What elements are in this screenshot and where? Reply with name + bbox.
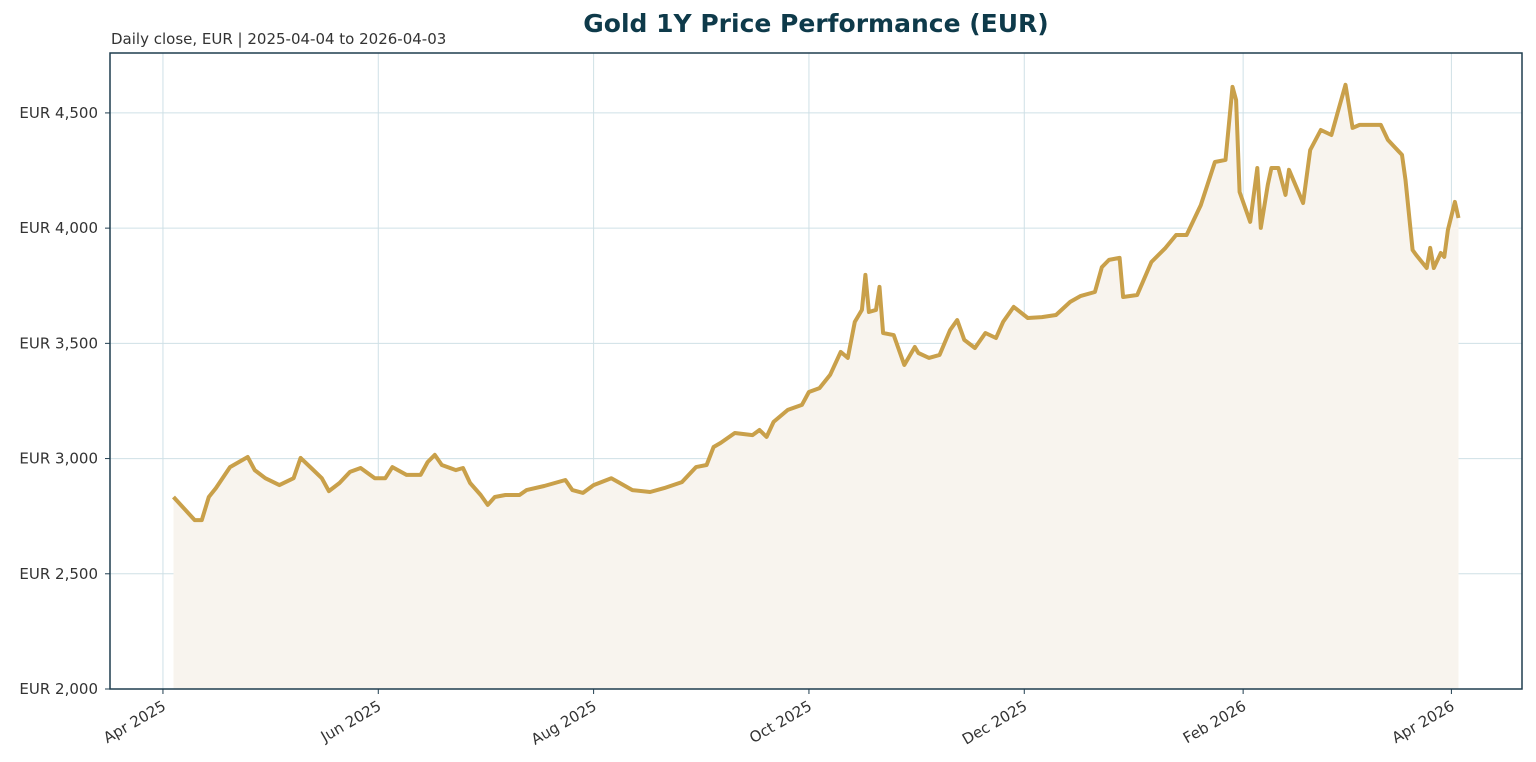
x-tick-label: Feb 2026 (1180, 697, 1249, 747)
x-tick-label: Jun 2025 (317, 697, 384, 746)
y-tick-label: EUR 3,000 (19, 450, 98, 468)
x-tick-label: Apr 2026 (1389, 697, 1458, 747)
x-tick-label: Oct 2025 (746, 697, 815, 747)
price-line (172, 82, 1461, 523)
x-tick-label: Aug 2025 (528, 697, 600, 749)
y-tick-label: EUR 4,500 (19, 104, 98, 122)
x-tick-label: Dec 2025 (959, 697, 1030, 749)
y-tick-label: EUR 2,000 (19, 680, 98, 698)
plot-frame (109, 52, 1523, 690)
y-tick-label: EUR 3,500 (19, 334, 98, 352)
chart-title: Gold 1Y Price Performance (EUR) (583, 9, 1048, 38)
area-fill (173, 84, 1459, 690)
y-tick-label: EUR 2,500 (19, 565, 98, 583)
y-tick-label: EUR 4,000 (19, 219, 98, 237)
chart-subtitle: Daily close, EUR | 2025-04-04 to 2026-04… (111, 30, 446, 48)
x-tick-label: Apr 2025 (100, 697, 169, 747)
